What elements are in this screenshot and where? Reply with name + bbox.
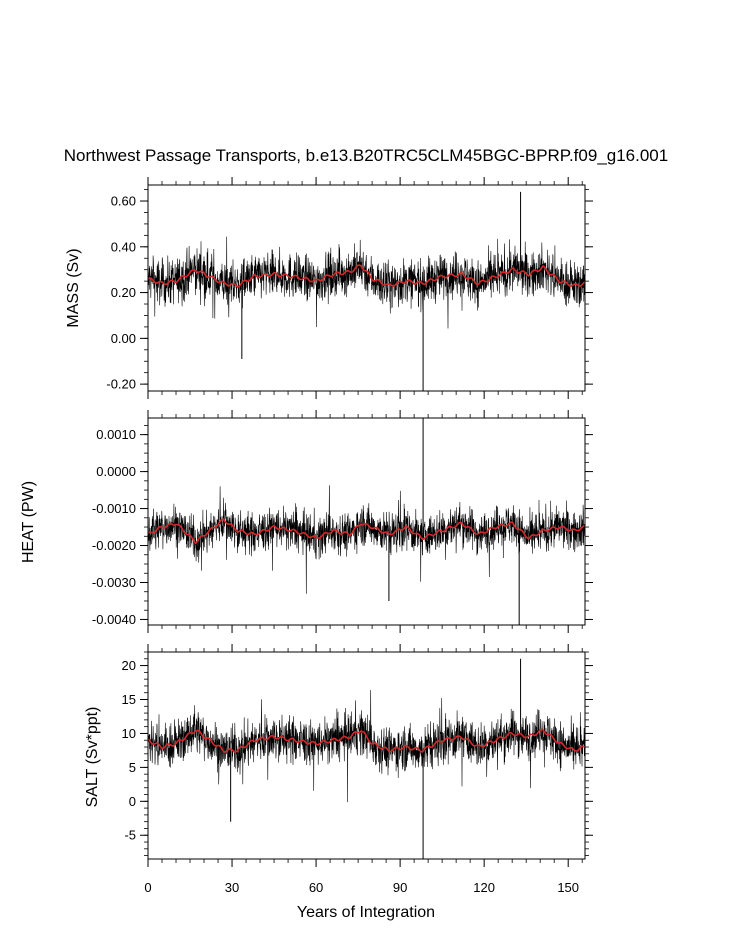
heat-y-tick-label: -0.0010 <box>92 501 136 516</box>
x-tick-label: 150 <box>557 880 579 895</box>
salt-y-tick-label: 10 <box>122 726 136 741</box>
heat-y-axis-label: HEAT (PW) <box>20 481 37 563</box>
panel-salt: SALT (Sv*ppt) -5 0 5 10 15 20 <box>84 644 593 867</box>
salt-smoothed-series <box>148 728 585 753</box>
heat-y-tick-label: 0.0000 <box>96 464 136 479</box>
panel-mass: MASS (Sv) -0.20 0.00 0.20 0.40 0.60 <box>65 177 593 399</box>
x-tick-label: 0 <box>144 880 151 895</box>
x-tick-label: 120 <box>473 880 495 895</box>
mass-y-axis-label: MASS (Sv) <box>65 248 82 327</box>
mass-plot-frame <box>147 184 586 392</box>
mass-y-tick-label: -0.20 <box>106 377 136 392</box>
salt-y-tick-label: 5 <box>129 760 136 775</box>
mass-y-tick-label: 0.60 <box>111 194 136 209</box>
heat-monthly-series <box>148 485 585 594</box>
panel-heat: HEAT (PW) -0.0040 -0.0030 -0.0020 -0.0010 0.… <box>20 410 593 633</box>
mass-monthly-series <box>148 236 585 329</box>
mass-y-tick-label: 0.40 <box>111 239 136 254</box>
salt-y-axis-label: SALT (Sv*ppt) <box>84 707 101 808</box>
heat-y-tick-label: -0.0040 <box>92 612 136 627</box>
salt-plot-frame <box>147 651 586 860</box>
mass-y-tick-label: 0.20 <box>111 285 136 300</box>
heat-plot-frame <box>147 417 586 626</box>
x-tick-label: 90 <box>393 880 407 895</box>
mass-y-tick-label: 0.00 <box>111 331 136 346</box>
heat-y-tick-label: -0.0030 <box>92 575 136 590</box>
x-axis: 0 30 60 90 120 150 <box>144 880 579 895</box>
x-tick-label: 60 <box>309 880 323 895</box>
salt-y-tick-label: 20 <box>122 658 136 673</box>
salt-y-tick-label: 0 <box>129 794 136 809</box>
chart-title: Northwest Passage Transports, b.e13.B20T… <box>64 146 668 165</box>
salt-monthly-series <box>148 690 585 803</box>
mass-smoothed-series <box>148 264 585 289</box>
x-tick-label: 30 <box>225 880 239 895</box>
heat-y-tick-label: 0.0010 <box>96 427 136 442</box>
heat-smoothed-series <box>148 518 585 545</box>
salt-y-tick-label: 15 <box>122 692 136 707</box>
x-axis-label: Years of Integration <box>297 904 435 921</box>
heat-y-tick-label: -0.0020 <box>92 538 136 553</box>
salt-y-tick-label: -5 <box>124 828 136 843</box>
